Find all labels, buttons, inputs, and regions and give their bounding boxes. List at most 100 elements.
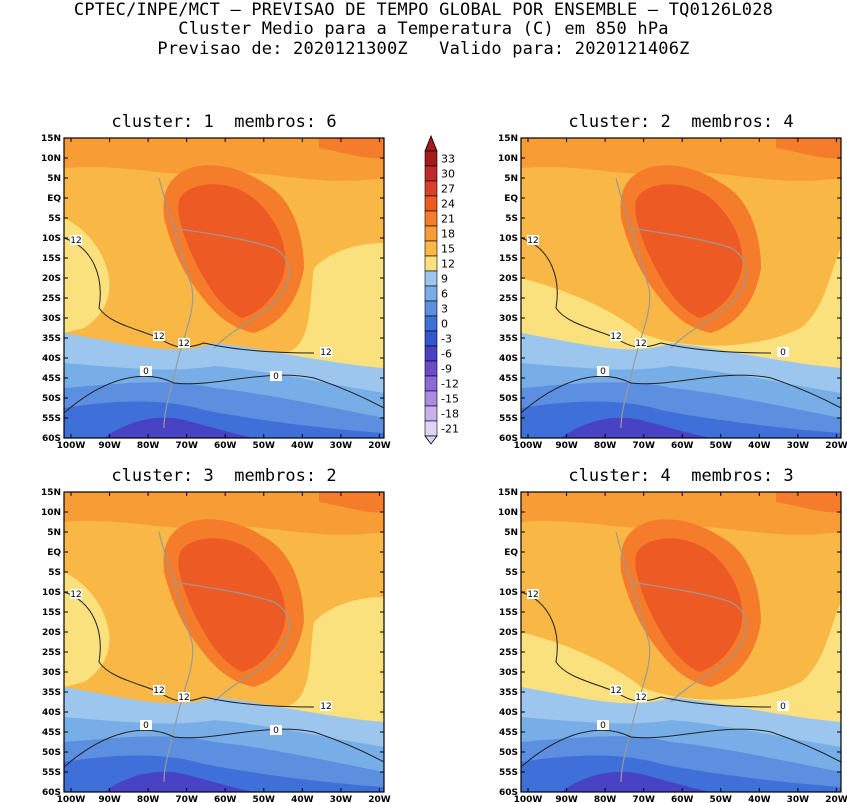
colorbar-label: 30 [441,168,455,181]
lat-tick-label: 5N [504,528,518,538]
lat-tick-label: 10N [41,154,61,164]
lat-tick-label: 55S [499,414,518,424]
contour-label: 12 [610,332,621,342]
contour-label: 0 [273,372,279,382]
lat-tick-label: 30S [499,314,518,324]
lat-tick-label: 15N [41,488,61,498]
colorbar-label: 33 [441,153,455,166]
lat-tick-label: 15S [499,254,518,264]
contour-label: 0 [143,367,149,377]
lon-tick-label: 80W [594,441,617,451]
colorbar-cap-bottom [424,435,438,445]
lat-tick-label: 30S [42,314,61,324]
lat-tick-label: 5N [504,174,518,184]
contour-label: 12 [70,236,81,246]
panel-title-2: cluster: 2 membros: 4 [568,112,794,132]
contour-label: 12 [635,693,646,703]
lon-tick-label: 90W [555,795,578,803]
figure-title-line1: CPTEC/INPE/MCT – PREVISAO DE TEMPO GLOBA… [73,0,774,20]
colorbar-segment [424,420,438,437]
lat-tick-label: 50S [42,394,61,404]
colorbar-segment [424,300,438,317]
lon-tick-label: 70W [175,441,198,451]
lat-tick-label: 60S [42,434,61,444]
colorbar-label: 21 [441,213,455,226]
lat-tick-label: 60S [499,434,518,444]
lon-tick-label: 70W [632,795,655,803]
colorbar-label: 24 [441,198,455,211]
lat-tick-label: 40S [499,708,518,718]
lat-tick-label: 40S [499,354,518,364]
contour-label: 12 [178,339,189,349]
lon-tick-label: 70W [632,441,655,451]
lat-tick-label: 15S [499,608,518,618]
lat-tick-label: 50S [499,748,518,758]
lat-tick-label: 20S [42,274,61,284]
lat-tick-label: 30S [499,668,518,678]
colorbar-segment [424,330,438,347]
colorbar-segment [424,240,438,257]
colorbar-segment [424,345,438,362]
colorbar-segment [424,285,438,302]
lon-tick-label: 70W [175,795,198,803]
lat-tick-label: 60S [42,788,61,798]
lat-tick-label: 5N [47,174,61,184]
lon-tick-label: 30W [787,795,810,803]
lat-tick-label: 55S [499,768,518,778]
colorbar-label: -9 [441,363,452,376]
colorbar-label: 6 [441,288,448,301]
lat-tick-label: 5S [505,214,518,224]
colorbar-label: -18 [441,408,459,421]
figure-title-line2: Cluster Medio para a Temperatura (C) em … [178,19,669,39]
lat-tick-label: 5S [48,568,61,578]
lon-tick-label: 30W [787,441,810,451]
lat-tick-label: 35S [42,688,61,698]
colorbar-label: 12 [441,258,455,271]
lon-tick-label: 40W [291,441,314,451]
lon-tick-label: 50W [253,441,276,451]
lat-tick-label: 15N [498,134,518,144]
lat-tick-label: 20S [499,628,518,638]
colorbar-segment [424,195,438,212]
lat-tick-label: 25S [499,648,518,658]
lon-tick-label: 40W [748,441,771,451]
colorbar-label: 0 [441,318,448,331]
colorbar-segment [424,375,438,392]
lon-tick-label: 50W [710,795,733,803]
colorbar-segment [424,150,438,167]
lon-tick-label: 20W [368,441,391,451]
lon-tick-label: 90W [555,441,578,451]
contour-label: 12 [610,686,621,696]
colorbar-segment [424,210,438,227]
lat-tick-label: 20S [499,274,518,284]
colorbar-label: 27 [441,183,455,196]
contour-label: 12 [320,348,331,358]
map-panel-3: 15N 10N 5N EQ 5S 10S 15S 20S 25S 30S 35S 40S 45S 50S 5… [41,488,391,803]
contour-label: 12 [635,339,646,349]
lat-tick-label: 15N [41,134,61,144]
colorbar-label: -6 [441,348,452,361]
lat-tick-label: 40S [42,708,61,718]
lon-tick-label: 100W [514,441,543,451]
lon-tick-label: 40W [748,795,771,803]
contour-label: 12 [70,590,81,600]
figure-title-line3: Previsao de: 2020121300Z Valido para: 20… [157,39,690,59]
colorbar-label: -3 [441,333,452,346]
contour-label: 0 [143,721,149,731]
lon-tick-label: 80W [137,795,160,803]
lat-tick-label: 10N [498,154,518,164]
colorbar-label: 3 [441,303,448,316]
contour-label: 12 [153,332,164,342]
lon-tick-label: 80W [137,441,160,451]
lat-tick-label: 15N [498,488,518,498]
lat-tick-label: EQ [504,548,518,558]
lat-tick-label: 35S [42,334,61,344]
lat-tick-label: 25S [42,648,61,658]
contour-label: 0 [600,721,606,731]
lat-tick-label: 45S [499,728,518,738]
lon-tick-label: 40W [291,795,314,803]
lat-tick-label: 30S [42,668,61,678]
map-panel-4: 15N 10N 5N EQ 5S 10S 15S 20S 25S 30S 35S 40S 45S 50S 5… [498,488,847,803]
